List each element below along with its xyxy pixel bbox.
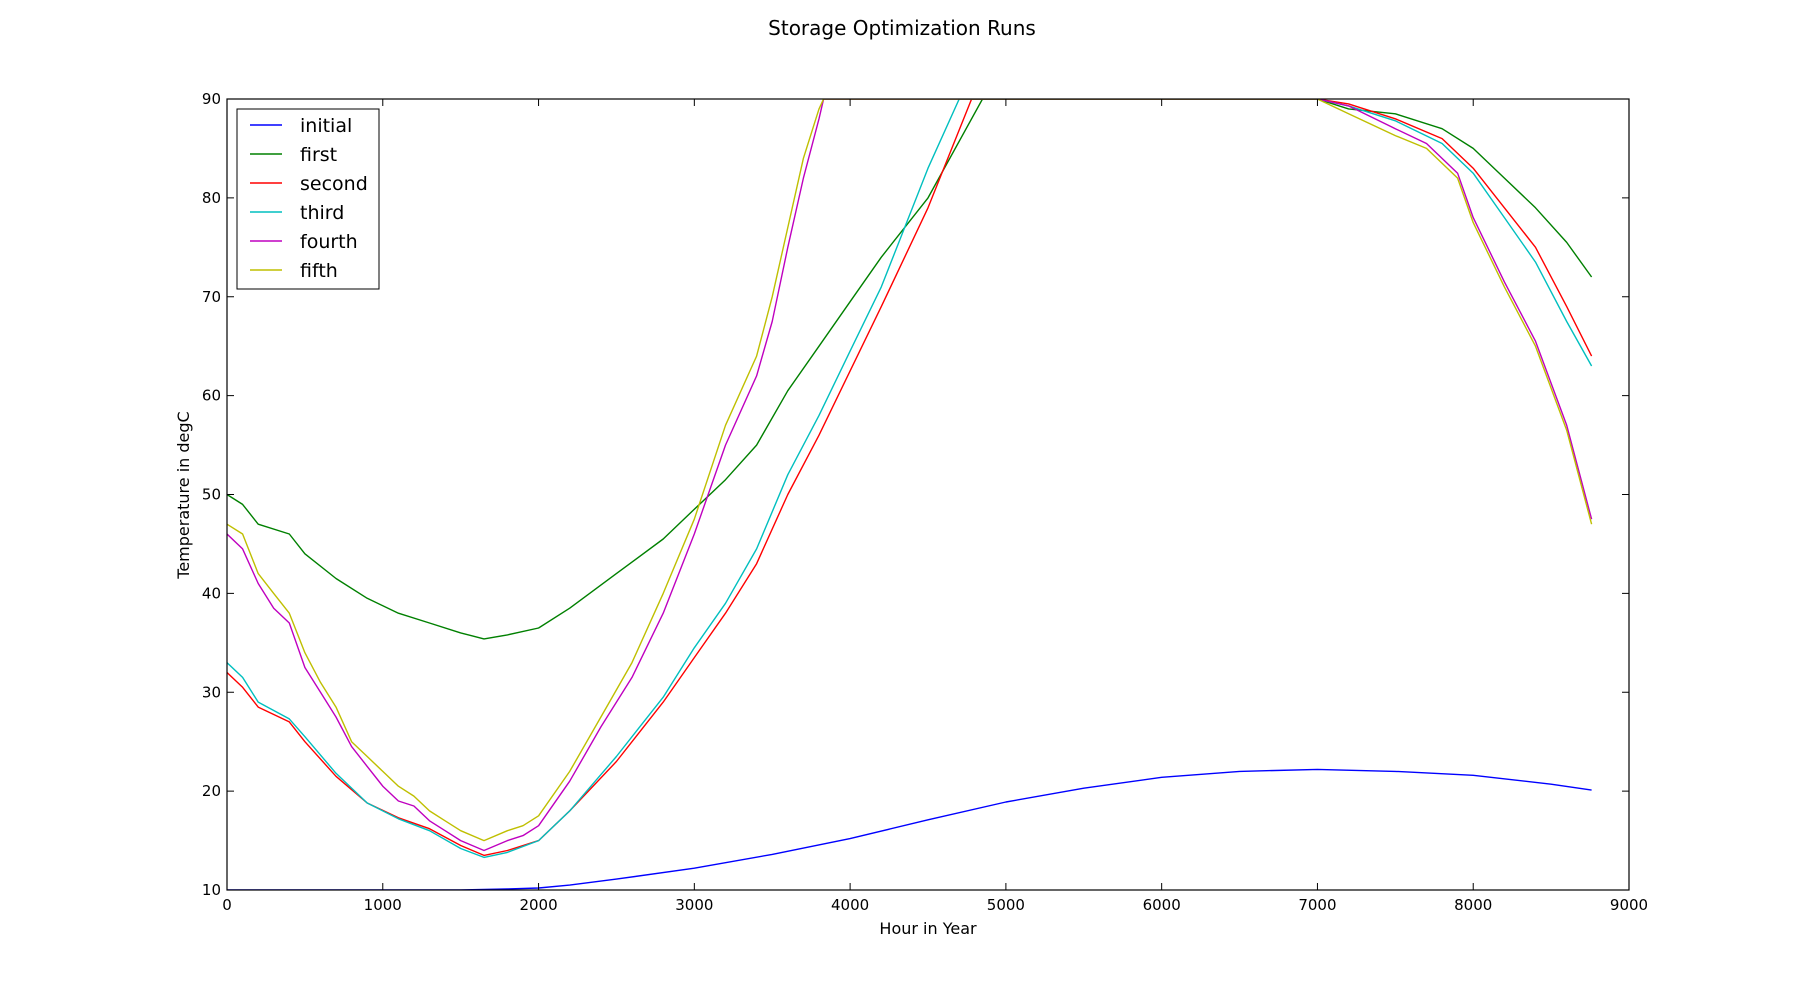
series-line-fifth [227,99,1593,842]
series-line-second [227,99,1593,857]
x-tick-label: 4000 [831,896,869,914]
y-tick-label: 50 [202,486,221,504]
legend-box [236,108,380,290]
plot-frame [226,98,1630,891]
legend-label-first: first [300,144,337,166]
y-axis: 10 20 30 40 50 60 70 80 90 [202,90,1629,899]
y-axis-label: Temperature in degC [174,411,193,579]
y-tick-label: 90 [202,90,221,108]
chart-title: Storage Optimization Runs [768,16,1036,40]
legend-label-third: third [300,202,344,224]
y-tick-label: 70 [202,288,221,306]
series-line-fourth [227,99,1593,852]
x-tick-label: 0 [222,896,232,914]
y-tick-label: 20 [202,782,221,800]
y-tick-label: 60 [202,387,221,405]
x-tick-label: 1000 [364,896,402,914]
x-tick-label: 3000 [675,896,713,914]
legend-label-second: second [300,173,368,195]
y-tick-label: 30 [202,683,221,701]
legend-label-fifth: fifth [300,260,338,282]
y-tick-label: 40 [202,584,221,602]
x-tick-label: 6000 [1143,896,1181,914]
series-line-third [227,99,1593,859]
x-tick-label: 5000 [987,896,1025,914]
legend-label-initial: initial [300,115,352,137]
y-tick-label: 80 [202,189,221,207]
legend-label-fourth: fourth [300,231,358,253]
x-tick-label: 7000 [1298,896,1336,914]
legend: initial first second third fourth fifth [236,108,380,290]
plot-series [227,99,1593,890]
x-tick-label: 9000 [1610,896,1648,914]
x-tick-label: 8000 [1454,896,1492,914]
x-axis: 0 1000 2000 3000 4000 5000 6000 7000 8000 9000 [222,99,1648,914]
series-line-first [227,99,1593,640]
x-tick-label: 2000 [519,896,557,914]
x-axis-label: Hour in Year [879,919,977,938]
y-tick-label: 10 [202,881,221,899]
